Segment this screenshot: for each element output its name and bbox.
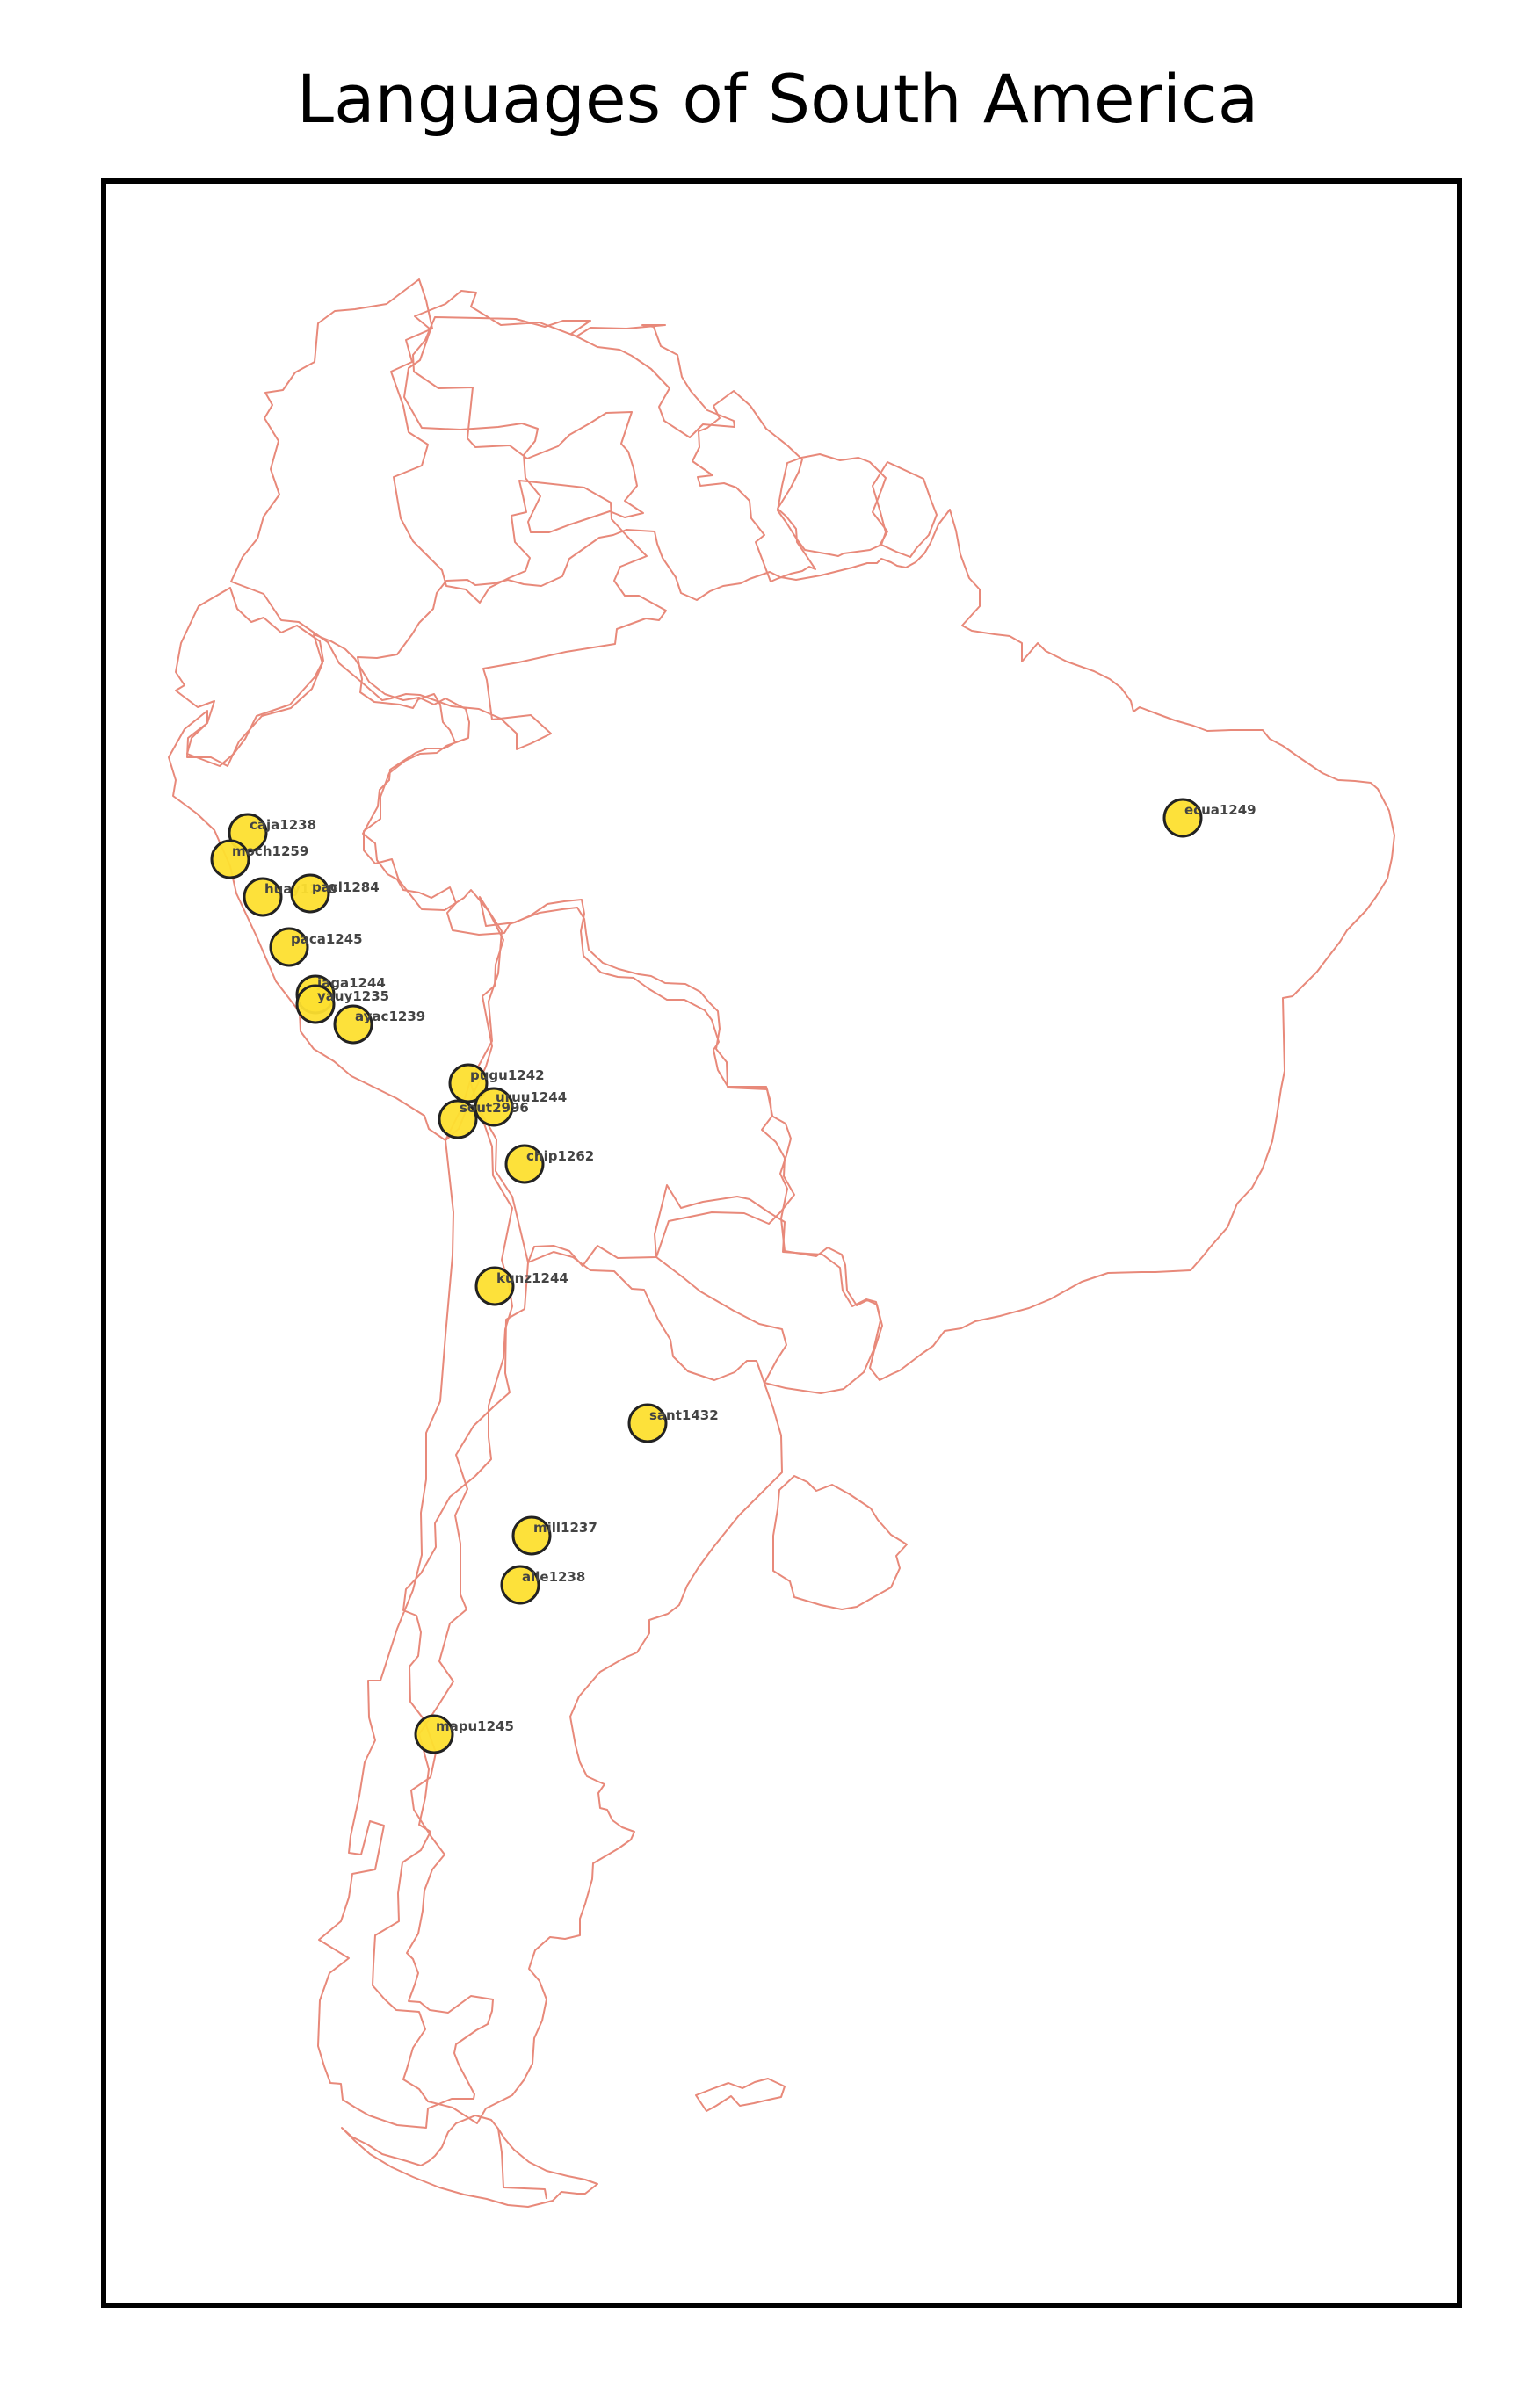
language-label-pacl1284: pacl1284 [312,879,380,895]
country-bolivia [469,896,795,1267]
language-label-ayac1239: ayac1239 [355,1009,425,1024]
country-venezuela [403,290,735,533]
country-falkland-islands [695,2078,786,2112]
language-marker-moch1259[interactable] [210,839,250,879]
language-marker-huay1240[interactable] [243,877,283,917]
country-ecuador [175,587,324,767]
language-label-pugu1242: pugu1242 [470,1067,545,1083]
language-marker-sout2996[interactable] [438,1099,478,1139]
language-label-mapu1245: mapu1245 [436,1718,514,1734]
language-label-alle1238: alle1238 [522,1569,585,1585]
language-label-kunz1244: kunz1244 [496,1270,568,1286]
country-brazil [357,509,1395,1381]
country-chile [317,1081,513,2129]
language-marker-yauy1235[interactable] [295,984,336,1024]
language-marker-sant1432[interactable] [627,1403,668,1443]
map-frame [101,178,1462,2308]
language-label-ecua1249: ecua1249 [1184,802,1256,818]
language-label-chip1262: chip1262 [526,1148,594,1164]
language-marker-alle1238[interactable] [500,1565,540,1605]
country-french-guiana [872,461,938,558]
language-label-moch1259: moch1259 [232,843,308,859]
language-marker-kunz1244[interactable] [474,1266,515,1306]
language-marker-pugu1242[interactable] [448,1063,489,1103]
country-paraguay [654,1184,881,1394]
language-label-paca1245: paca1245 [291,931,363,947]
language-label-sant1432: sant1432 [649,1407,719,1423]
language-marker-uruu1244[interactable] [474,1087,514,1127]
country-guyana [692,390,816,582]
language-marker-chip1262[interactable] [504,1144,545,1184]
language-label-uruu1244: uruu1244 [496,1089,567,1105]
country-argentina [372,1251,783,2124]
country-tierra-del-fuego [341,2115,598,2208]
country-suriname [777,453,888,557]
tierra-del-fuego-border [497,2128,547,2200]
map-title: Languages of South America [296,60,1259,138]
language-marker-mapu1245[interactable] [414,1714,454,1754]
language-marker-paca1245[interactable] [269,927,309,967]
language-label-mill1237: mill1237 [533,1520,597,1536]
language-label-yauy1235: yauy1235 [317,988,389,1004]
language-marker-mill1237[interactable] [511,1515,552,1556]
country-colombia [230,278,667,750]
language-marker-pacl1284[interactable] [290,873,330,914]
country-borders [168,278,1395,2208]
language-marker-ecua1249[interactable] [1162,798,1203,838]
language-label-caja1238: caja1238 [250,817,316,833]
language-label-sout2996: sout2996 [460,1100,529,1116]
language-marker-ayac1239[interactable] [333,1004,373,1045]
language-markers: caja1238moch1259huay1240pacl1284paca1245… [210,798,1256,1754]
country-uruguay [772,1475,908,1610]
country-peru [168,633,504,1141]
language-label-jaga1244: jaga1244 [316,975,386,991]
